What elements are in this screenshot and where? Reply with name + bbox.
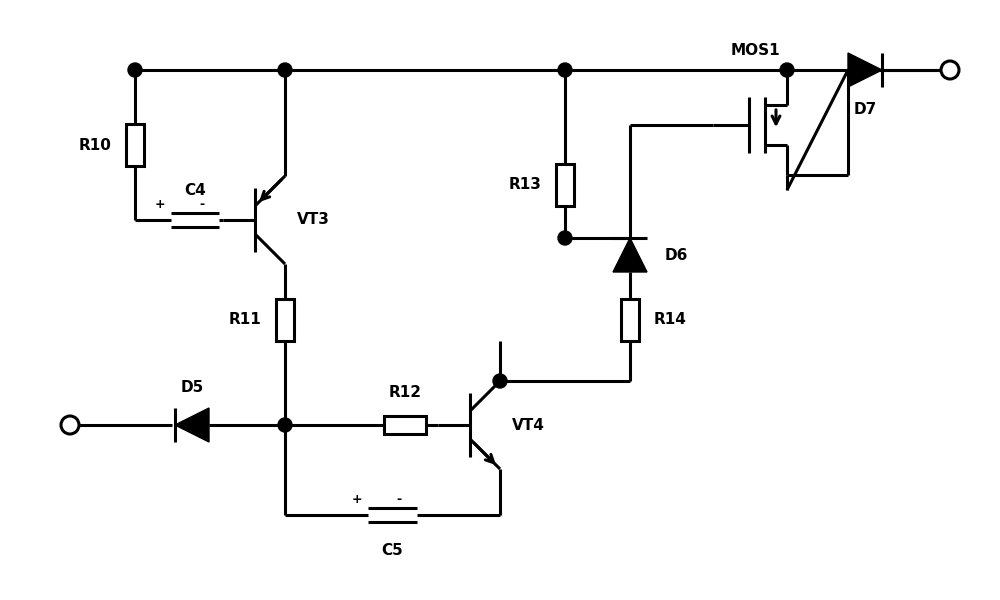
Text: R14: R14 [654, 313, 687, 328]
Polygon shape [848, 53, 882, 87]
Text: MOS1: MOS1 [730, 43, 780, 58]
Text: +: + [352, 493, 362, 506]
Text: C4: C4 [184, 183, 206, 198]
Bar [126, 124, 144, 166]
Bar [384, 416, 426, 434]
Circle shape [128, 63, 142, 77]
Text: +: + [154, 198, 165, 211]
Circle shape [558, 231, 572, 245]
Text: R12: R12 [388, 385, 422, 400]
Text: -: - [396, 493, 402, 506]
Circle shape [558, 63, 572, 77]
Circle shape [493, 374, 507, 388]
Text: VT4: VT4 [512, 418, 545, 433]
Text: R10: R10 [78, 137, 111, 152]
Text: -: - [199, 198, 204, 211]
Text: D7: D7 [853, 102, 877, 117]
Text: R13: R13 [508, 178, 541, 193]
Circle shape [278, 63, 292, 77]
Bar [276, 299, 294, 341]
Bar [556, 164, 574, 206]
Circle shape [780, 63, 794, 77]
Text: R11: R11 [228, 313, 261, 328]
Text: D6: D6 [665, 247, 688, 263]
Circle shape [278, 418, 292, 432]
Text: C5: C5 [382, 543, 403, 558]
Text: VT3: VT3 [297, 212, 330, 227]
Polygon shape [613, 238, 647, 272]
Text: D5: D5 [180, 380, 204, 395]
Bar [621, 299, 639, 341]
Polygon shape [175, 408, 209, 442]
